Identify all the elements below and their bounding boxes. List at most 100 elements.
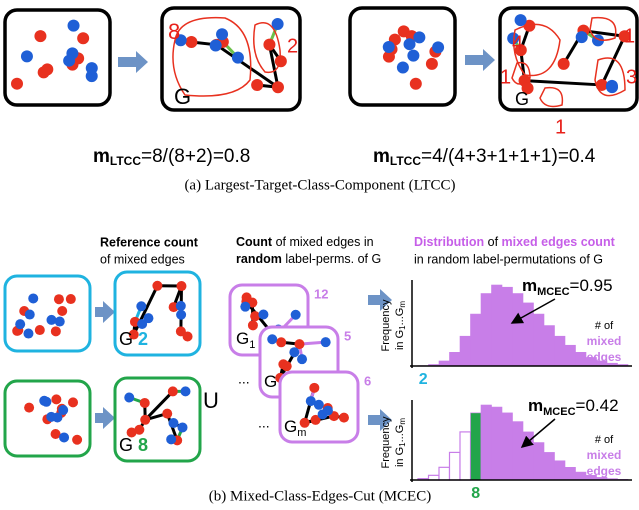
marker-value: 2 [419, 371, 428, 388]
node [432, 41, 444, 53]
histogram-bar [565, 345, 576, 366]
node [289, 347, 299, 357]
histogram-bar [555, 461, 566, 480]
node [72, 435, 82, 445]
node [267, 334, 277, 344]
graph-label: G [119, 329, 133, 349]
node [166, 434, 176, 444]
axis-label: in G [394, 330, 406, 350]
node [58, 405, 68, 415]
component-size: 2 [287, 35, 298, 57]
histogram-bar [534, 314, 545, 366]
node [66, 294, 76, 304]
axis-label: m [398, 301, 407, 308]
histogram-bar [576, 472, 587, 480]
histogram-bar [439, 467, 450, 480]
graph-index: m [297, 427, 306, 439]
node [240, 302, 250, 312]
node [180, 386, 190, 396]
graph-box [350, 8, 455, 105]
node [54, 294, 64, 304]
node [46, 412, 56, 422]
caption: (a) Largest-Target-Class-Component (LTCC… [184, 177, 455, 193]
axis-label: ...G [394, 308, 406, 326]
node [176, 310, 186, 320]
component-size: 8 [168, 19, 180, 44]
node [77, 32, 89, 44]
axis-label: Frequency [380, 299, 392, 351]
node [232, 52, 244, 64]
node [404, 38, 416, 50]
axis-label: ...G [394, 425, 406, 443]
component-size: 1 [500, 66, 511, 88]
node [124, 392, 134, 402]
node [263, 39, 275, 51]
node [162, 409, 172, 419]
score: MCEC [537, 286, 569, 298]
caption: (b) Mixed-Class-Edges-Cut (MCEC) [209, 488, 431, 504]
score: m [528, 396, 543, 415]
ellipsis: ... [238, 371, 250, 387]
node [185, 36, 197, 48]
node [136, 301, 146, 311]
ellipsis: ... [258, 415, 270, 431]
graph-label: G [264, 372, 277, 391]
node [168, 418, 178, 428]
axis-label: # of [595, 320, 614, 332]
node [39, 396, 49, 406]
figure: 8 2 4 1 1 3 1 G G mLTCC=8/(8+2)=0.8 mLTC… [0, 0, 639, 510]
node [515, 14, 527, 26]
heading: Distribution of mixed edges count [414, 235, 616, 249]
node [25, 310, 35, 320]
node [576, 31, 588, 43]
formula: mLTCC=4/(4+3+1+1+1)=0.4 [373, 146, 596, 168]
node [250, 311, 260, 321]
histogram-bar [544, 452, 555, 480]
component-size: 1 [624, 25, 635, 47]
histogram-bar [555, 336, 566, 366]
count: 8 [138, 435, 148, 455]
histogram-bar [576, 352, 587, 366]
histogram-bar [471, 314, 482, 366]
component-size: 3 [626, 66, 637, 88]
node [297, 354, 307, 364]
heading: Count of mixed edges in [236, 235, 374, 249]
node [606, 81, 618, 93]
axis-label: Frequency [380, 416, 392, 468]
score: =0.42 [576, 396, 619, 415]
node [140, 398, 150, 408]
axis-label: m [398, 418, 407, 425]
node [15, 319, 25, 329]
heading: in random label-permutations of G [414, 252, 603, 266]
histogram-bar [439, 361, 450, 366]
marker-value: 8 [471, 485, 480, 502]
arrow [95, 407, 115, 429]
node [383, 41, 395, 53]
node [41, 63, 53, 75]
node [178, 422, 188, 432]
score: mMCEC=0.42 [528, 396, 619, 417]
node [407, 50, 419, 62]
node [168, 386, 178, 396]
histogram-bar [481, 294, 492, 366]
histogram-bar [460, 432, 471, 480]
node [323, 406, 333, 416]
axis-label: # of [595, 434, 614, 446]
histogram-bar [544, 326, 555, 366]
graph-box [5, 10, 110, 105]
node [248, 320, 258, 330]
axis-label: Frequencyin G1...Gm [380, 416, 407, 468]
histogram-bar [492, 407, 503, 480]
node [57, 306, 67, 316]
histogram-bar [481, 405, 492, 480]
component-size: 4 [512, 32, 523, 54]
axis-label: Frequencyin G1...Gm [380, 299, 407, 351]
node [68, 20, 80, 32]
node [140, 415, 150, 425]
axis-label: mixed [587, 448, 622, 462]
histogram-bar [565, 467, 576, 480]
axis-label: edges [587, 464, 622, 478]
node [258, 309, 268, 319]
node [86, 62, 98, 74]
node [210, 39, 222, 51]
